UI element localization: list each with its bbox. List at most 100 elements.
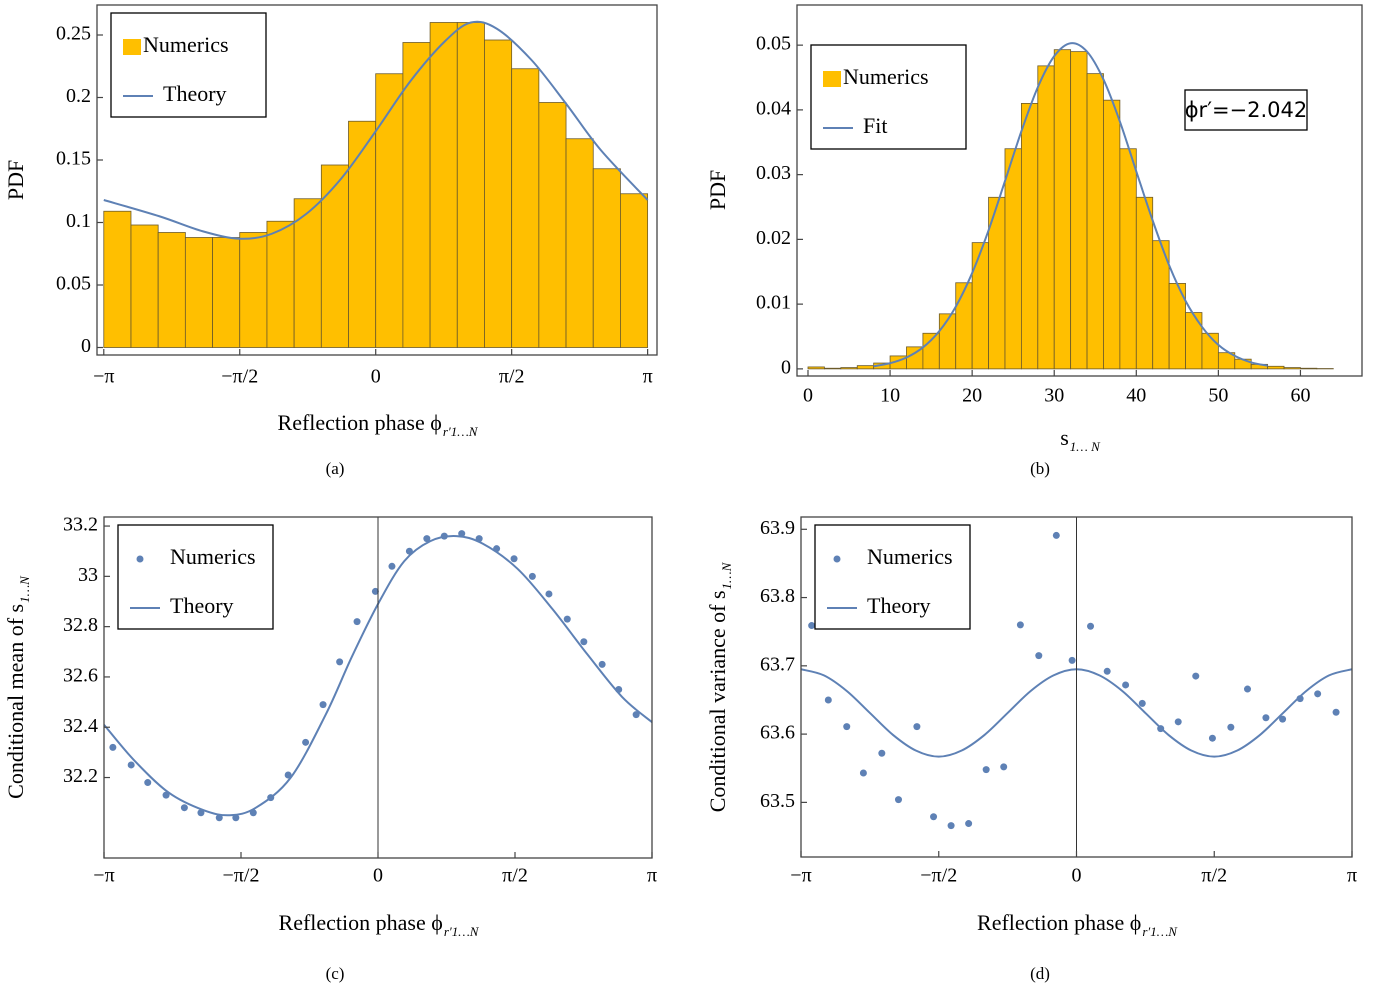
legend-swatch — [833, 555, 841, 563]
legend-label: Theory — [163, 81, 227, 106]
y-tick-label: 0.05 — [756, 33, 791, 55]
point — [1087, 622, 1095, 630]
point — [894, 796, 902, 804]
x-tick-label: 40 — [1126, 385, 1146, 407]
point — [458, 530, 466, 538]
x-tick-label: 20 — [962, 385, 982, 407]
y-axis-label-group: PDF — [3, 160, 28, 200]
bar — [1103, 99, 1121, 370]
bar — [103, 210, 132, 348]
x-tick-label: π — [1347, 865, 1357, 887]
x-tick-label: −π — [790, 865, 811, 887]
point — [1244, 685, 1252, 693]
bar — [592, 168, 621, 348]
point — [180, 804, 188, 812]
bar — [840, 367, 858, 370]
bar — [1283, 367, 1301, 370]
bar — [1135, 196, 1154, 370]
legend-label: Theory — [867, 593, 931, 618]
x-tick-label: −π/2 — [223, 865, 260, 887]
x-axis-label: Reflection phase ϕ — [977, 910, 1141, 935]
x-tick-label: 50 — [1208, 385, 1228, 407]
frame — [796, 4, 1363, 377]
y-tick-label: 32.6 — [63, 665, 98, 687]
bar — [620, 193, 649, 348]
y-axis-label-group: Conditional mean of s1…N — [3, 575, 32, 799]
bar — [971, 242, 989, 370]
theory-line — [103, 20, 649, 240]
y-tick-label: 32.8 — [63, 614, 98, 636]
theory-line — [873, 42, 1268, 368]
y-tick-label: 0.01 — [756, 292, 791, 314]
point — [913, 723, 921, 731]
point — [1314, 690, 1322, 698]
legend-box — [117, 524, 274, 630]
caption: (c) — [326, 964, 345, 983]
point — [353, 618, 361, 626]
y-axis-label-group: Conditional variance of s1…N — [705, 561, 734, 812]
y-axis-label: PDF — [705, 170, 730, 210]
plot-area — [801, 531, 1352, 830]
x-axis-label-subscript: r′1…N — [1142, 924, 1178, 939]
caption: (a) — [326, 459, 345, 478]
bar — [1070, 51, 1088, 370]
point — [1332, 708, 1340, 716]
point — [965, 820, 973, 828]
point — [1174, 718, 1182, 726]
y-tick-label: 63.7 — [760, 653, 795, 675]
bar — [157, 232, 186, 348]
bar — [375, 73, 404, 348]
y-tick-label: 0 — [781, 356, 791, 378]
x-tick-label: π — [647, 865, 657, 887]
legend: Numerics Theory — [117, 524, 274, 630]
y-tick-label: 0.03 — [756, 162, 791, 184]
bar — [239, 232, 268, 348]
panel: 63.5 63.6 63.7 63.8 63.9 −π −π/2 0 π/2 π Reflectio… — [705, 516, 1357, 983]
x-tick-label: 0 — [371, 366, 381, 388]
bar — [1020, 103, 1039, 370]
bar — [484, 39, 513, 348]
point — [1208, 734, 1216, 742]
panel: 32.2 32.4 32.6 32.8 33 33.2 −π −π/2 0 π/2 π Reflect… — [3, 514, 657, 983]
y-tick-label: 63.6 — [760, 722, 795, 744]
caption: (b) — [1030, 459, 1050, 478]
point — [528, 572, 536, 580]
y-axis-label: Conditional mean of s — [3, 604, 28, 799]
y-axis-label-subscript: 1…N — [17, 575, 32, 603]
point — [162, 791, 170, 799]
bar — [402, 42, 431, 348]
bar — [348, 120, 377, 348]
x-tick-label: −π/2 — [920, 865, 957, 887]
bar — [922, 332, 940, 370]
point — [808, 622, 816, 630]
point — [423, 535, 431, 543]
point — [1068, 656, 1076, 664]
x-tick-label: −π/2 — [221, 366, 258, 388]
point — [824, 696, 832, 704]
y-tick-label: 0.2 — [66, 85, 91, 107]
point — [388, 562, 396, 570]
x-tick-label: π/2 — [502, 865, 528, 887]
x-tick-label: 10 — [880, 385, 900, 407]
bar — [955, 282, 973, 370]
bar — [1053, 49, 1072, 370]
point — [947, 822, 955, 830]
legend-label: Theory — [170, 593, 234, 618]
plot-area — [104, 530, 652, 822]
point — [215, 814, 223, 822]
point — [580, 638, 588, 646]
legend-swatch — [136, 555, 144, 563]
y-tick-label: 63.9 — [760, 517, 795, 539]
bar — [130, 224, 159, 348]
point — [632, 711, 640, 719]
legend: Numerics Fit — [810, 44, 967, 150]
legend-label: Numerics — [143, 32, 229, 57]
y-axis-label-subscript: 1…N — [719, 561, 734, 589]
bar — [824, 367, 842, 370]
x-tick-label: 0 — [373, 865, 383, 887]
x-tick-label: −π — [93, 366, 114, 388]
point — [302, 738, 310, 746]
point — [1279, 715, 1287, 723]
legend-label: Numerics — [170, 544, 256, 569]
legend-label: Fit — [863, 113, 887, 138]
